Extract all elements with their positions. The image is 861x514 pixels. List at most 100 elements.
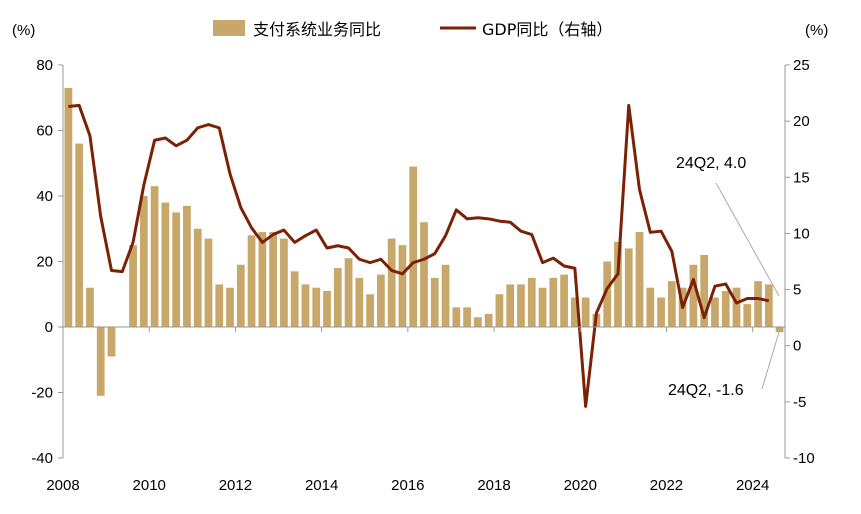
bar (226, 287, 234, 327)
bar (355, 277, 364, 328)
legend-line-label: GDP同比（右轴） (482, 20, 612, 39)
bar (452, 307, 461, 327)
bar (139, 196, 148, 327)
annotations: 24Q2, 4.0 24Q2, -1.6 (668, 155, 780, 399)
bar (484, 313, 493, 327)
bar (754, 281, 762, 327)
bar (711, 297, 719, 327)
x-tick-label: 2012 (219, 477, 252, 494)
bar (420, 222, 428, 327)
right-tick-label: -5 (793, 394, 806, 411)
right-tick-label: 10 (793, 225, 810, 242)
right-axis-unit: (%) (805, 22, 828, 39)
bar (107, 327, 116, 357)
bar (150, 186, 159, 327)
bar (506, 284, 515, 327)
axes: 80 60 40 20 0 -20 -40 25 20 15 10 5 0 -5 -10 2008 2010 20… (31, 57, 814, 494)
bar (409, 166, 418, 327)
x-tick-label: 2024 (736, 477, 769, 494)
gdp-line (68, 103, 770, 408)
bar (75, 143, 84, 327)
bar (667, 281, 676, 327)
bar (560, 274, 568, 327)
bar (193, 228, 202, 327)
bar (398, 245, 407, 328)
left-tick-label: 80 (36, 57, 53, 74)
left-tick-label: -20 (31, 385, 53, 402)
annotation-payment: 24Q2, -1.6 (668, 382, 744, 399)
bar (743, 304, 752, 327)
right-tick-label: 20 (793, 113, 810, 130)
right-tick-label: -10 (793, 450, 815, 467)
bar (614, 241, 622, 327)
bar (474, 317, 482, 327)
annotation-leader-gdp (715, 182, 780, 297)
bar (96, 327, 105, 396)
x-tick-label: 2022 (650, 477, 683, 494)
left-tick-label: -40 (31, 450, 53, 467)
bar (700, 254, 709, 327)
bar (312, 287, 321, 327)
x-tick-label: 2014 (305, 477, 338, 494)
bar (538, 287, 547, 327)
bar (215, 284, 224, 327)
bar (172, 212, 181, 328)
bar (635, 232, 644, 327)
bar (721, 290, 730, 327)
bar (86, 287, 94, 327)
bar (333, 268, 342, 327)
bar (527, 277, 536, 328)
bar (236, 264, 245, 327)
bar (290, 271, 299, 327)
right-tick-label: 15 (793, 169, 810, 186)
bar (183, 205, 191, 327)
left-tick-label: 0 (45, 319, 53, 336)
bar (689, 264, 698, 327)
bar (764, 284, 773, 327)
bar (344, 258, 353, 327)
bar (646, 287, 655, 327)
bar (258, 232, 267, 327)
bar (64, 87, 73, 327)
bar (775, 327, 784, 333)
bar (495, 294, 504, 327)
bar (570, 297, 579, 327)
bar (603, 261, 612, 327)
right-tick-label: 25 (793, 57, 810, 74)
bar (581, 297, 590, 327)
bar (387, 238, 396, 327)
bar (441, 264, 450, 327)
bar (657, 297, 665, 327)
bar (301, 284, 310, 327)
annotation-gdp: 24Q2, 4.0 (676, 155, 746, 172)
bar (366, 294, 374, 327)
bar (463, 307, 471, 327)
legend-bar-label: 支付系统业务同比 (253, 20, 381, 39)
bar (732, 287, 741, 327)
x-tick-label: 2008 (46, 477, 79, 494)
bar-series (64, 87, 784, 396)
legend: 支付系统业务同比 GDP同比（右轴） (213, 20, 612, 39)
bar (269, 232, 278, 327)
annotation-leader-payment (761, 331, 780, 390)
left-tick-label: 20 (36, 254, 53, 271)
left-tick-label: 60 (36, 123, 53, 140)
bar (377, 274, 385, 327)
left-tick-label: 40 (36, 188, 53, 205)
bar (161, 202, 170, 327)
bar (430, 277, 439, 328)
bar (517, 284, 525, 327)
bar (549, 277, 558, 328)
x-tick-label: 2020 (564, 477, 597, 494)
x-tick-label: 2016 (391, 477, 424, 494)
right-tick-label: 5 (793, 282, 801, 299)
line-series (68, 103, 770, 408)
bar (280, 238, 288, 327)
left-axis-unit: (%) (12, 22, 35, 39)
legend-bar-swatch (213, 20, 245, 36)
bar (323, 290, 331, 327)
bar (204, 238, 213, 327)
bar (624, 248, 633, 327)
bar (129, 245, 137, 328)
